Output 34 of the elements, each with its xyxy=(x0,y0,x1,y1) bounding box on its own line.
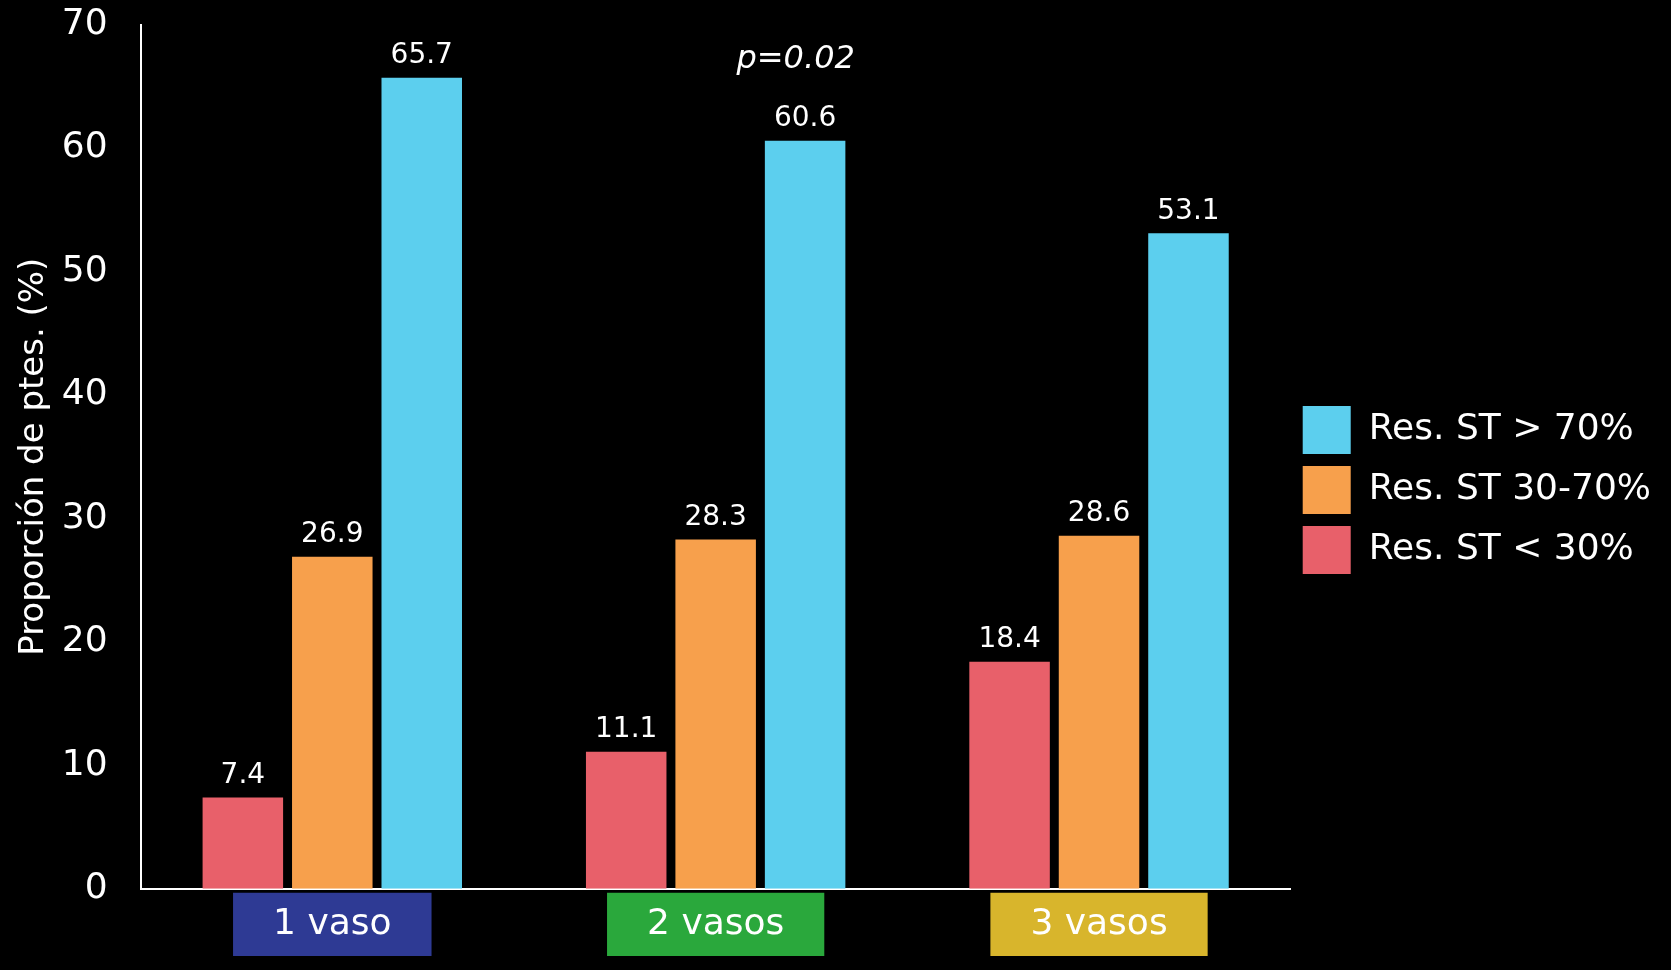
legend-label: Res. ST 30-70% xyxy=(1368,466,1652,508)
bar xyxy=(381,77,462,889)
data-label: 26.9 xyxy=(301,515,364,549)
bar xyxy=(675,539,756,889)
y-tick-label: 40 xyxy=(61,371,108,413)
y-tick-label: 10 xyxy=(61,741,108,783)
x-tick-label: 2 vasos xyxy=(647,900,785,942)
data-label: 28.6 xyxy=(1067,494,1131,528)
bar xyxy=(202,797,284,889)
data-label: 53.1 xyxy=(1157,192,1220,226)
data-label: 7.4 xyxy=(220,756,266,790)
y-tick-label: 30 xyxy=(61,494,108,536)
y-tick-label: 60 xyxy=(61,124,108,166)
y-tick-label: 0 xyxy=(84,865,108,907)
bar xyxy=(585,751,667,889)
y-tick-label: 50 xyxy=(61,247,108,289)
legend-label: Res. ST < 30% xyxy=(1368,526,1634,568)
data-label: 60.6 xyxy=(773,99,837,133)
bar xyxy=(1058,535,1140,889)
bar xyxy=(969,661,1050,889)
bar xyxy=(292,556,373,889)
data-label: 65.7 xyxy=(390,36,453,70)
bar xyxy=(1148,233,1229,889)
data-label: 18.4 xyxy=(978,620,1041,654)
x-tick-label: 3 vasos xyxy=(1030,900,1168,942)
x-tick-label: 1 vaso xyxy=(273,900,392,942)
y-axis-title: Proporción de ptes. (%) xyxy=(11,257,52,656)
annotation: p=0.02 xyxy=(735,37,855,76)
legend-label: Res. ST > 70% xyxy=(1368,406,1634,448)
bar xyxy=(764,140,846,889)
y-tick-label: 20 xyxy=(61,618,108,660)
data-label: 28.3 xyxy=(684,498,747,532)
data-label: 11.1 xyxy=(595,711,658,745)
y-tick-label: 70 xyxy=(61,0,108,42)
